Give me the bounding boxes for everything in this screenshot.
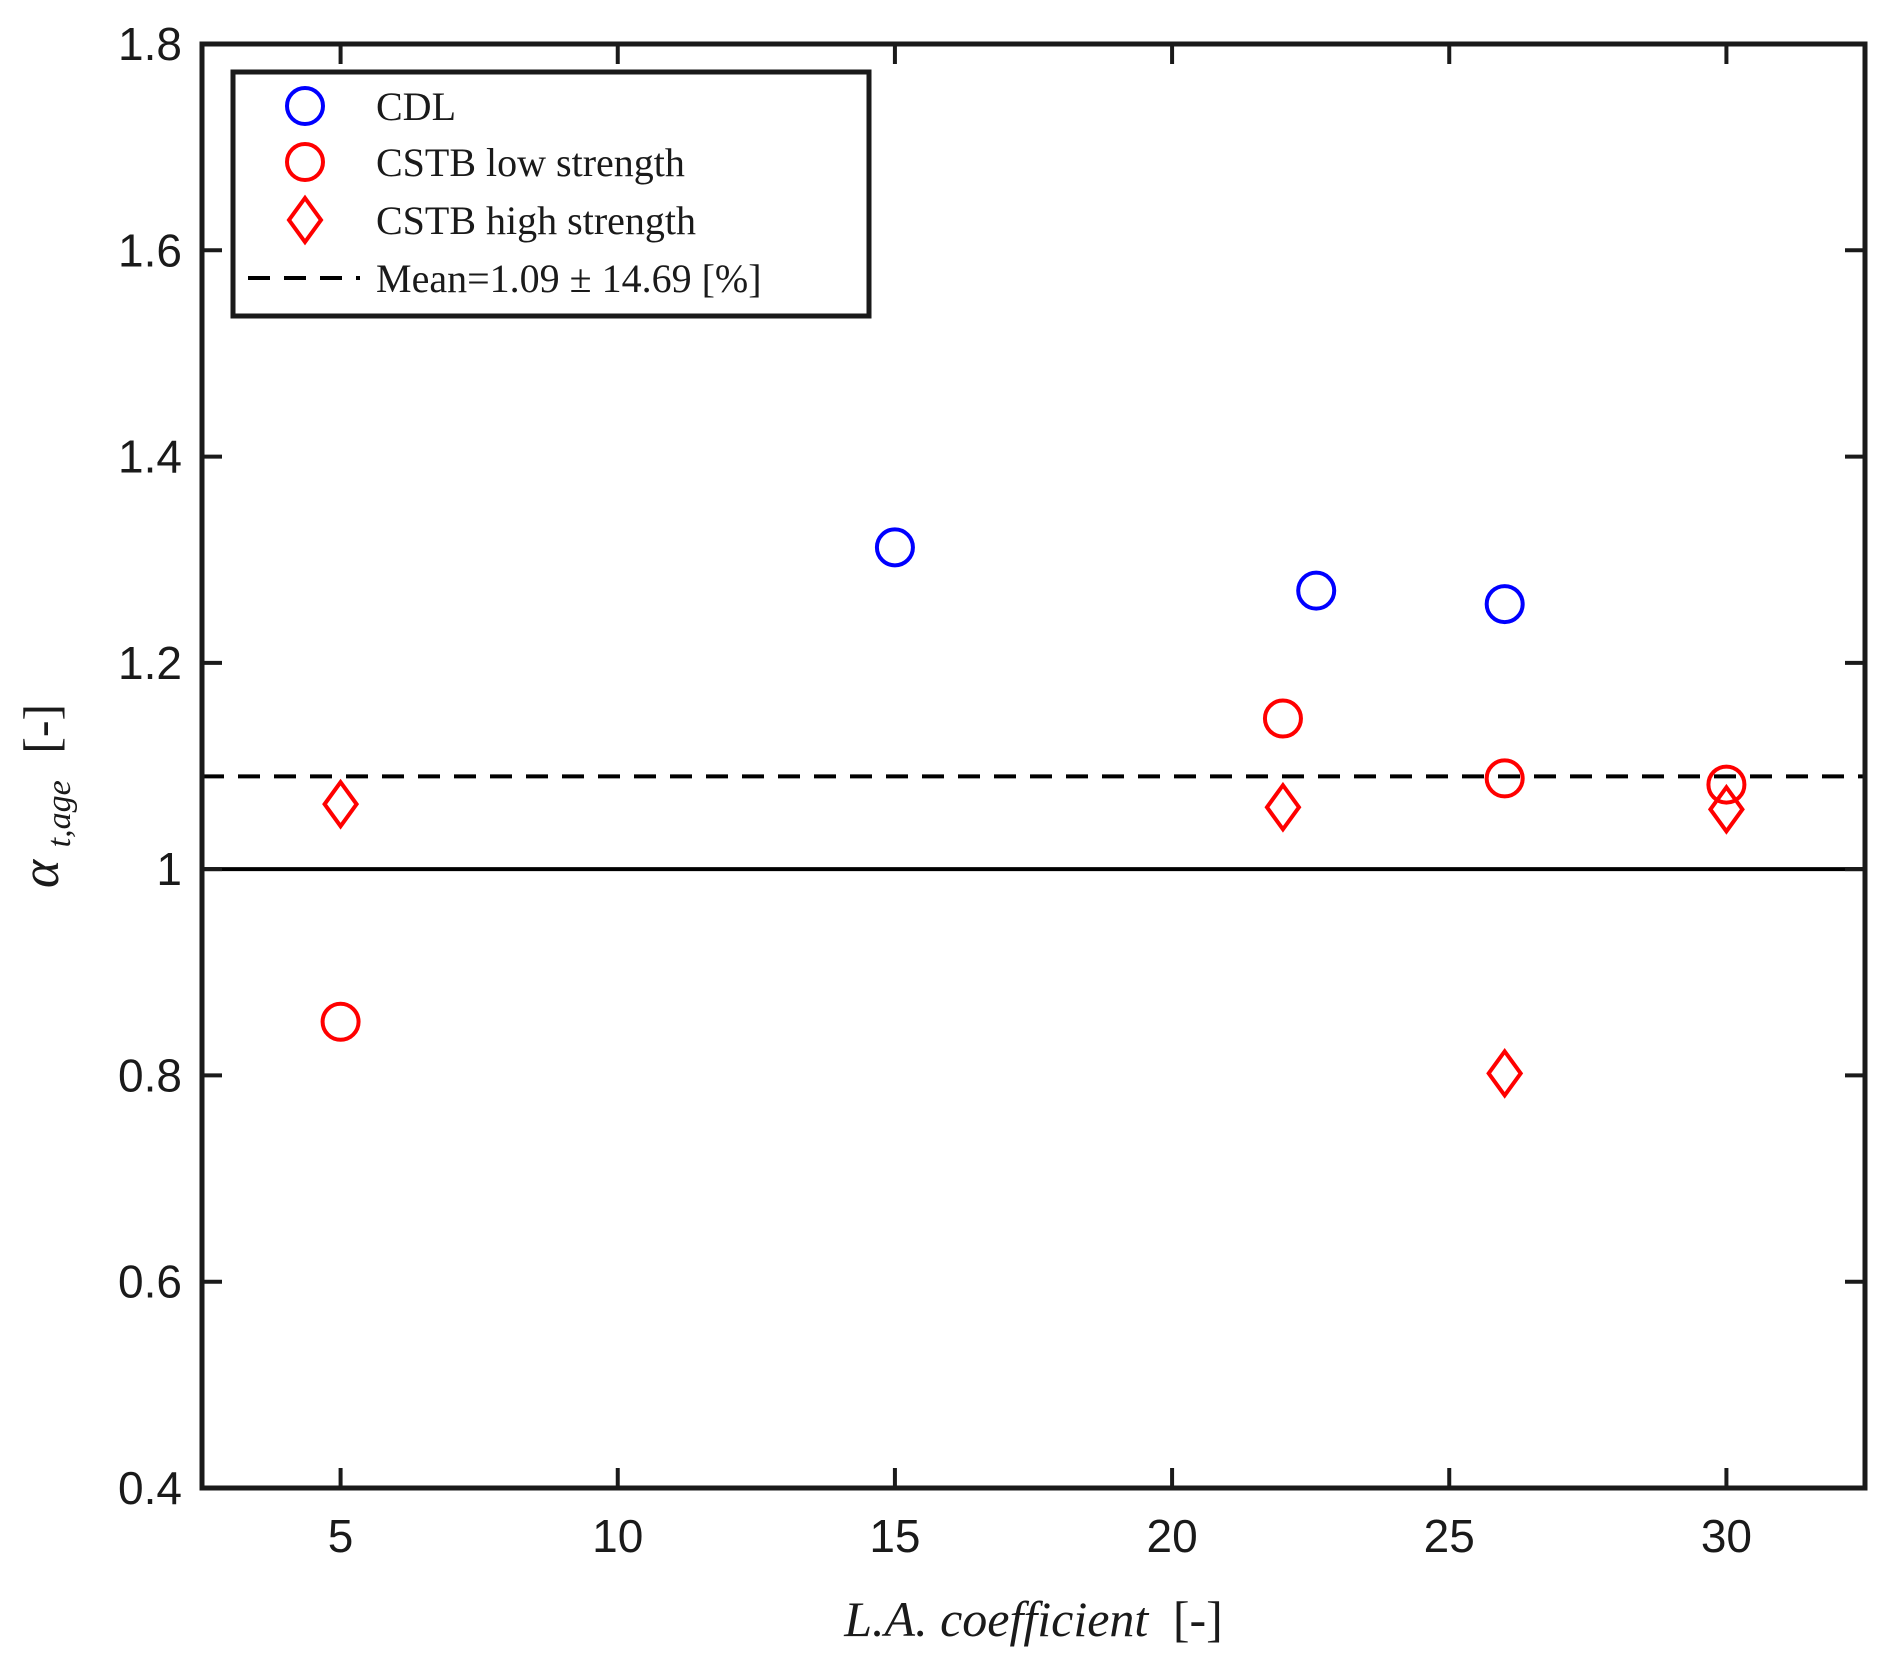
series-cdl bbox=[874, 527, 1525, 625]
point-cstb-low-strength bbox=[320, 1001, 361, 1042]
legend: CDL CSTB low strength CSTB high strength Me… bbox=[230, 69, 872, 319]
point-cstb-high-strength bbox=[1486, 1047, 1524, 1099]
x-tick-label: 5 bbox=[328, 1510, 354, 1562]
x-axis-label-unit: [-] bbox=[1173, 1591, 1223, 1647]
y-tick-label: 1.4 bbox=[118, 431, 182, 483]
x-axis-label-main: L.A. coefficient bbox=[843, 1591, 1149, 1647]
point-cstb-low-strength bbox=[1706, 764, 1747, 805]
y-axis-label-unit: [-] bbox=[13, 704, 69, 754]
series-cstb-low-strength bbox=[320, 698, 1747, 1042]
y-tick-label: 1 bbox=[156, 843, 182, 895]
x-tick-label: 25 bbox=[1424, 1510, 1475, 1562]
y-tick-label: 1.6 bbox=[118, 224, 182, 276]
x-tick-label: 10 bbox=[592, 1510, 643, 1562]
y-axis-label-symbol: α bbox=[10, 858, 70, 888]
data-marks bbox=[320, 527, 1747, 1099]
x-tick-label: 15 bbox=[869, 1510, 920, 1562]
legend-symbol-cstb-low-strength bbox=[285, 142, 325, 182]
plot-area-frame bbox=[199, 41, 1868, 1491]
x-tick-label: 20 bbox=[1146, 1510, 1197, 1562]
y-axis-label: α t,age [-] bbox=[10, 704, 81, 888]
y-tick-label: 0.4 bbox=[118, 1462, 182, 1514]
legend-label-mean: Mean=1.09 ± 14.69 [%] bbox=[376, 256, 762, 301]
axis-ticks bbox=[202, 42, 1865, 1490]
reference-lines bbox=[202, 774, 1865, 872]
point-cstb-high-strength bbox=[1707, 783, 1745, 835]
legend-label-cdl: CDL bbox=[376, 84, 456, 129]
y-tick-label: 1.2 bbox=[118, 637, 182, 689]
y-tick-label: 1.8 bbox=[118, 18, 182, 70]
point-cstb-high-strength bbox=[1264, 781, 1302, 833]
x-tick-label: 30 bbox=[1701, 1510, 1752, 1562]
point-cstb-low-strength bbox=[1262, 698, 1303, 739]
point-cdl bbox=[1484, 584, 1525, 625]
legend-symbol-cdl bbox=[285, 86, 325, 126]
legend-label-cstb-low-strength: CSTB low strength bbox=[376, 140, 685, 185]
point-cdl bbox=[1296, 570, 1337, 611]
legend-box bbox=[230, 69, 872, 319]
point-cdl bbox=[874, 527, 915, 568]
x-axis-label: L.A. coefficient [-] bbox=[843, 1591, 1223, 1647]
y-axis-label-subscript: t,age bbox=[41, 780, 78, 847]
y-tick-label: 0.6 bbox=[118, 1256, 182, 1308]
legend-symbol-cstb-high-strength bbox=[286, 194, 324, 246]
legend-label-cstb-high-strength: CSTB high strength bbox=[376, 198, 696, 243]
point-cstb-high-strength bbox=[322, 778, 360, 830]
series-cstb-high-strength bbox=[322, 778, 1745, 1099]
axis-tick-labels: 5 10 15 20 25 30 0.4 0.6 0.8 1 1.2 1.4 1.6 1.8 bbox=[118, 18, 1752, 1562]
y-tick-label: 0.8 bbox=[118, 1049, 182, 1101]
point-cstb-low-strength bbox=[1484, 758, 1525, 799]
